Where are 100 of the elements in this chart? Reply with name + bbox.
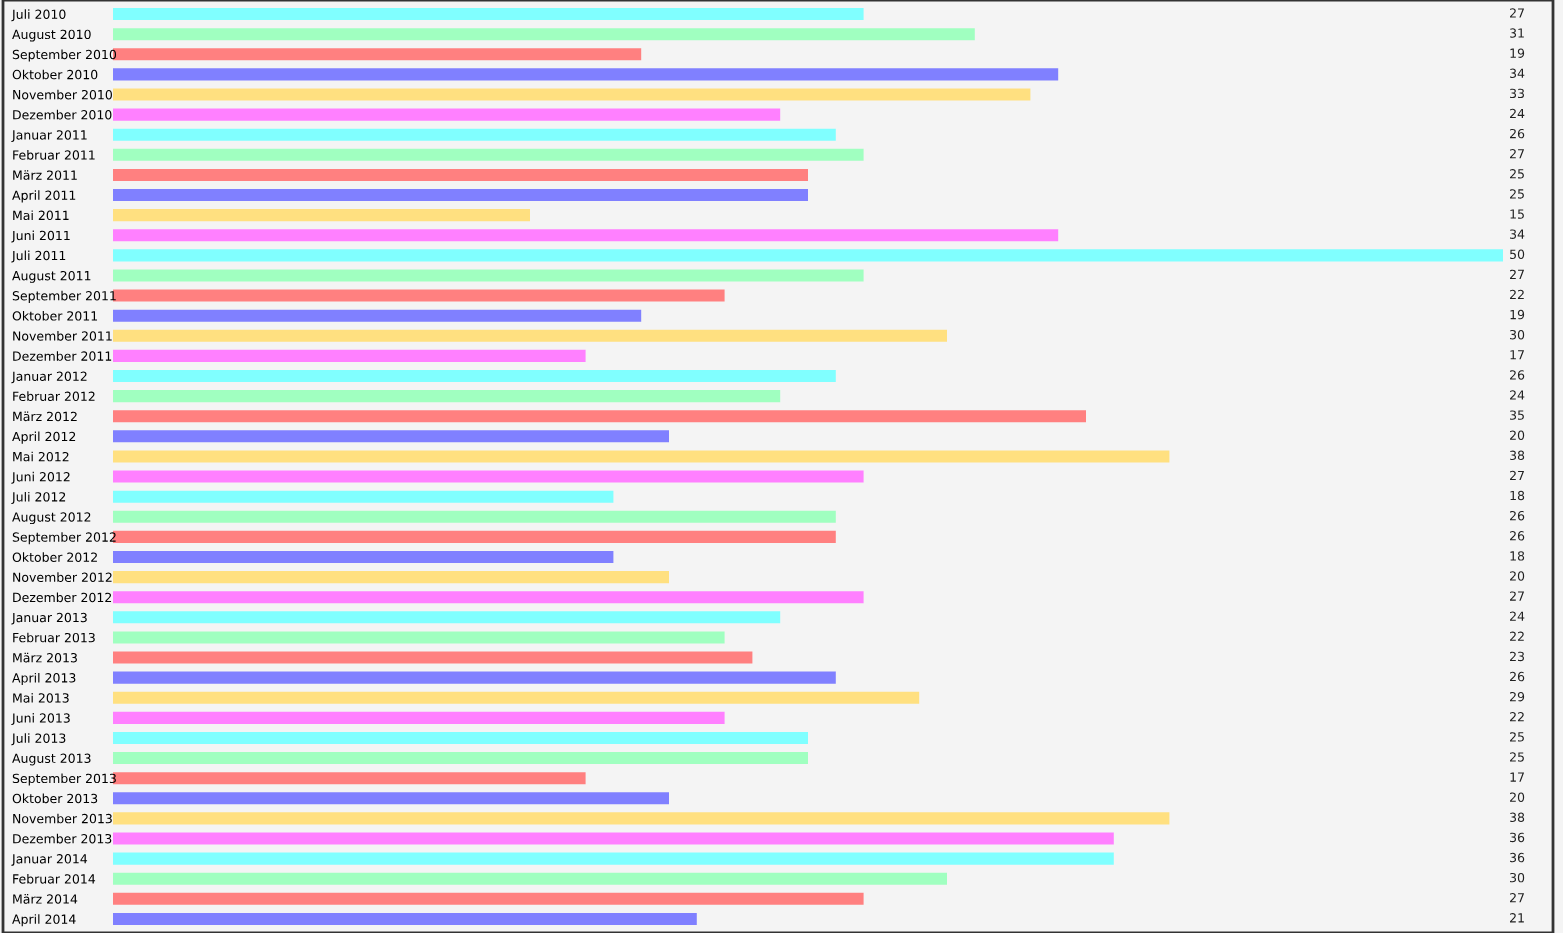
bar <box>113 28 975 41</box>
data-label: 24 <box>1510 611 1525 621</box>
y-tick-label: Dezember 2011 <box>13 351 112 361</box>
y-tick-label: Mai 2013 <box>13 693 69 703</box>
data-label: 35 <box>1510 410 1524 420</box>
bar <box>113 148 864 161</box>
bar <box>113 731 808 744</box>
bar <box>113 912 697 925</box>
y-tick-label: Juli 2011 <box>11 250 66 263</box>
data-label: 38 <box>1510 450 1525 461</box>
data-label: 26 <box>1510 510 1525 521</box>
data-label: 30 <box>1510 872 1525 883</box>
data-label: 38 <box>1510 812 1525 823</box>
bar <box>113 752 808 765</box>
bar <box>113 671 836 684</box>
data-label: 15 <box>1510 209 1524 219</box>
data-label: 25 <box>1510 189 1524 199</box>
data-label: 22 <box>1510 712 1524 722</box>
bar <box>113 812 1170 825</box>
y-tick-label: Juli 2012 <box>11 491 66 504</box>
y-tick-label: November 2013 <box>13 813 112 824</box>
bar <box>113 571 669 584</box>
data-label: 24 <box>1510 390 1525 400</box>
bar <box>113 872 947 885</box>
data-label: 20 <box>1510 792 1525 802</box>
y-tick-label: Januar 2011 <box>11 130 87 142</box>
bar <box>113 189 808 202</box>
bar <box>113 88 1031 101</box>
data-label: 26 <box>1510 671 1525 682</box>
data-label: 18 <box>1510 551 1525 561</box>
data-label: 31 <box>1510 28 1524 38</box>
bar <box>113 410 1086 423</box>
data-label: 50 <box>1510 249 1525 259</box>
bar <box>113 349 586 362</box>
bar <box>113 450 1170 463</box>
data-label: 29 <box>1510 691 1525 702</box>
y-tick-label: Juni 2012 <box>11 471 70 484</box>
y-tick-label: Oktober 2011 <box>12 310 98 321</box>
data-label: 19 <box>1510 48 1525 58</box>
y-tick-label: November 2012 <box>13 572 112 583</box>
y-tick-label: Juli 2010 <box>11 9 66 22</box>
bar <box>113 209 530 222</box>
y-tick-label: September 2010 <box>12 49 117 62</box>
data-label: 20 <box>1510 430 1525 440</box>
y-tick-label: August 2010 <box>12 29 91 42</box>
data-label: 22 <box>1510 289 1524 300</box>
bar <box>113 168 808 181</box>
y-tick-label: Dezember 2012 <box>13 592 112 603</box>
y-tick-label: Oktober 2010 <box>12 69 98 80</box>
y-tick-label: Mai 2011 <box>13 210 69 221</box>
bar <box>113 430 669 443</box>
data-label: 27 <box>1510 269 1524 279</box>
y-tick-label: Dezember 2010 <box>13 109 112 120</box>
bar <box>113 369 836 383</box>
data-label: 34 <box>1510 68 1525 79</box>
data-label: 30 <box>1510 329 1525 340</box>
data-label: 27 <box>1510 470 1524 480</box>
bar <box>113 8 864 21</box>
y-tick-label: Januar 2013 <box>11 612 87 625</box>
data-label: 25 <box>1510 752 1524 762</box>
y-tick-label: Dezember 2013 <box>13 833 112 844</box>
y-tick-label: Januar 2014 <box>11 854 88 866</box>
data-label: 36 <box>1510 832 1525 843</box>
y-tick-label: November 2011 <box>13 331 112 341</box>
data-label: 21 <box>1510 913 1524 923</box>
bar <box>113 591 864 604</box>
bar <box>113 892 864 905</box>
bar <box>113 68 1059 81</box>
bar <box>113 611 781 624</box>
data-label: 18 <box>1510 490 1525 501</box>
data-label: 19 <box>1510 309 1525 320</box>
y-tick-label: März 2012 <box>13 411 77 422</box>
y-tick-label: Juli 2013 <box>11 733 66 746</box>
bar <box>113 249 1503 262</box>
data-label: 25 <box>1510 169 1524 179</box>
data-label: 24 <box>1510 108 1525 119</box>
data-label: 22 <box>1510 631 1524 641</box>
y-tick-label: Oktober 2013 <box>12 793 98 804</box>
bar <box>113 269 864 282</box>
bar <box>113 490 614 503</box>
data-label: 17 <box>1510 350 1524 360</box>
y-tick-label: März 2013 <box>13 652 77 663</box>
y-tick-label: Juni 2011 <box>11 230 70 243</box>
bar <box>113 108 781 121</box>
y-tick-label: April 2012 <box>12 431 76 444</box>
data-label: 26 <box>1510 531 1525 541</box>
y-tick-label: September 2011 <box>12 290 116 303</box>
y-tick-label: April 2013 <box>12 672 76 685</box>
y-tick-label: April 2014 <box>12 914 76 927</box>
data-label: 27 <box>1510 8 1524 18</box>
bar <box>113 309 642 322</box>
data-label: 27 <box>1510 591 1524 601</box>
bar <box>113 390 781 403</box>
bar <box>113 711 725 724</box>
y-tick-label: September 2013 <box>12 773 116 786</box>
bar <box>113 832 1114 845</box>
y-tick-label: September 2012 <box>12 532 116 545</box>
bar <box>113 229 1059 242</box>
data-label: 23 <box>1510 651 1524 662</box>
y-tick-label: März 2014 <box>13 894 78 904</box>
